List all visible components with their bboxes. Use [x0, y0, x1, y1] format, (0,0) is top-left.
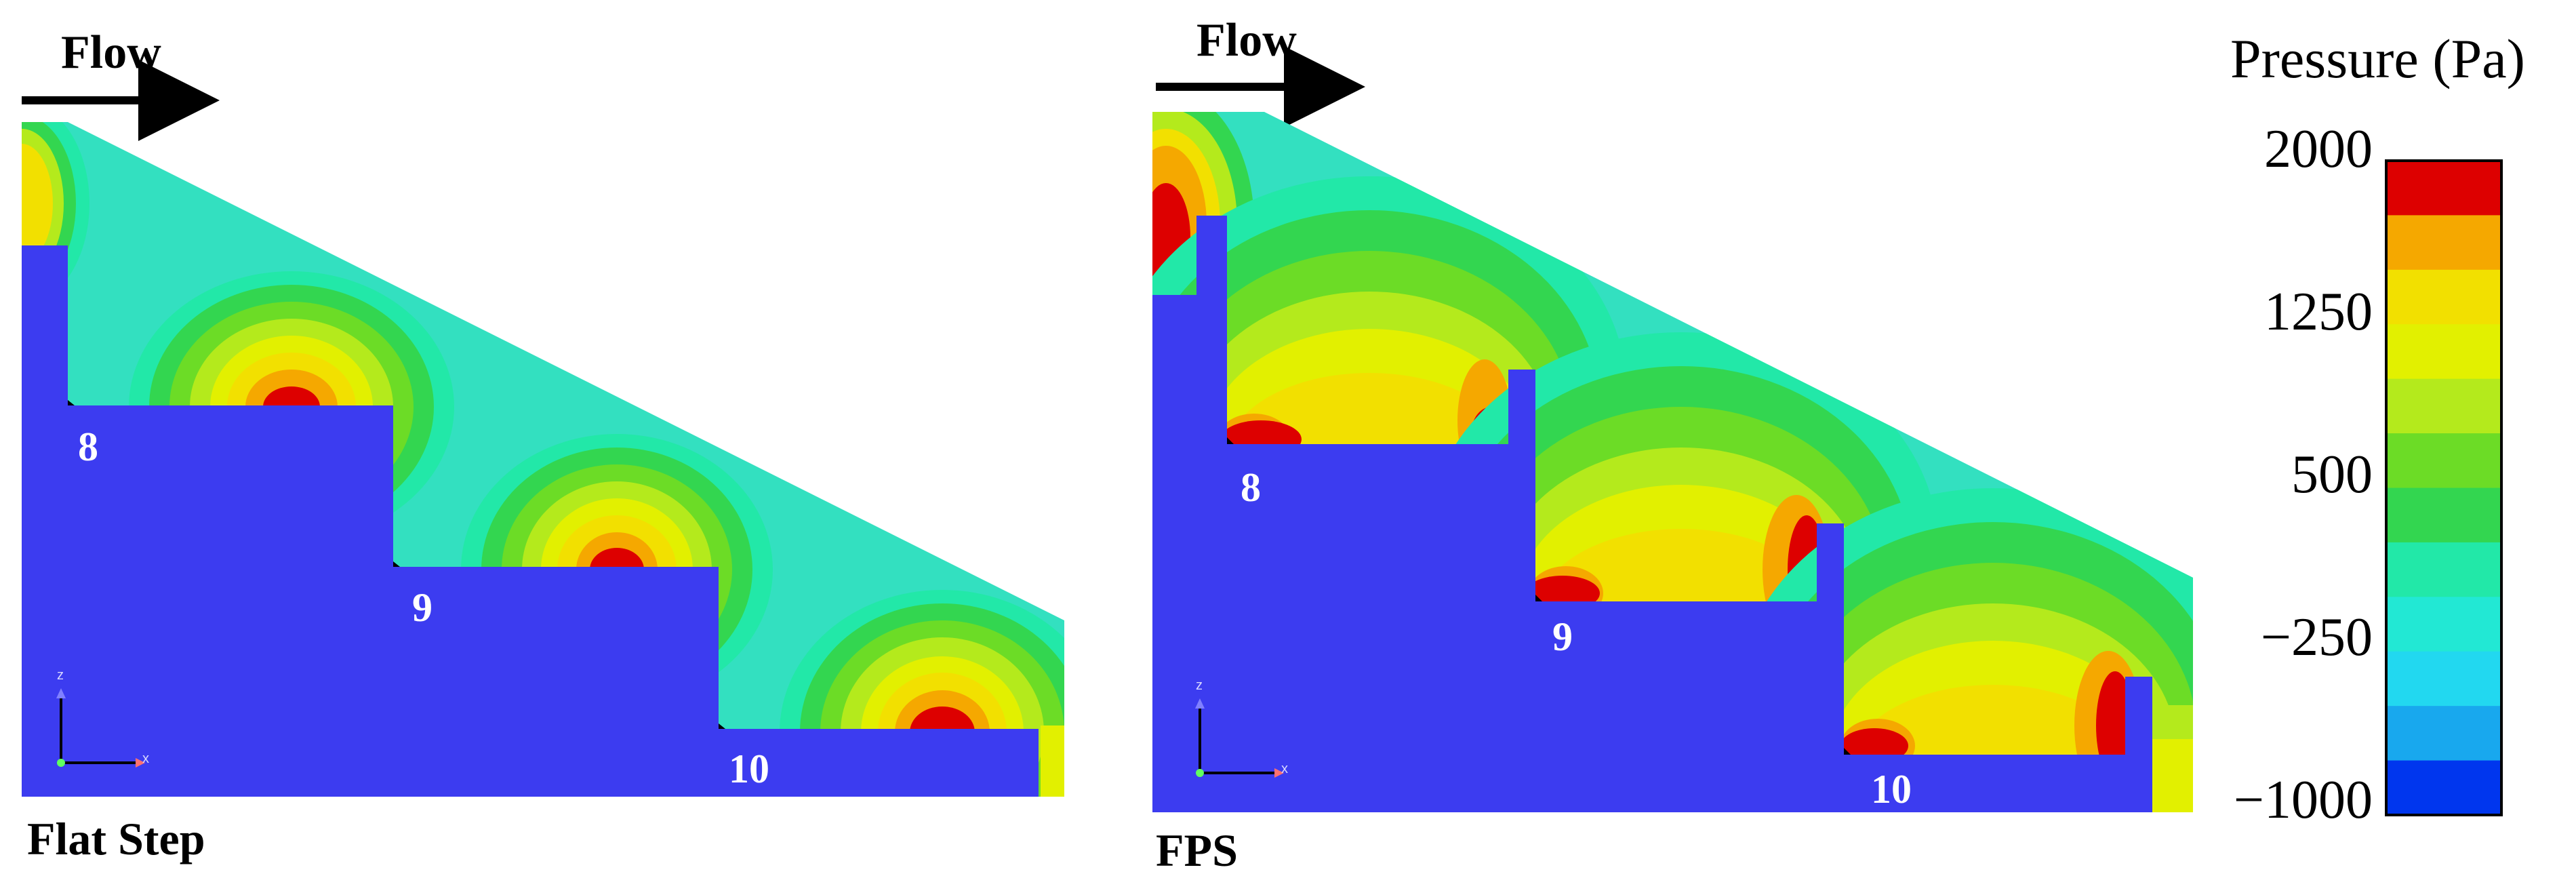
panel-title-fps: FPS: [1156, 824, 1238, 876]
colorbar-band: [2386, 433, 2501, 488]
step-corner-mark: [1535, 595, 1542, 601]
step-corner-mark: [393, 561, 400, 567]
step-corner-mark: [68, 400, 75, 405]
colorbar-band: [2386, 324, 2501, 380]
axis-triad-right: [1195, 698, 1284, 778]
colorbar-band: [2386, 378, 2501, 434]
pressure-cavity-step-10-right: [1735, 488, 2193, 812]
step-label-9-right: 9: [1552, 614, 1573, 659]
colorbar-band: [2386, 269, 2501, 325]
axis-z-label-right: z: [1196, 678, 1203, 693]
colorbar-band: [2386, 215, 2501, 271]
colorbar-band: [2386, 161, 2501, 216]
axis-z-label-left: z: [57, 668, 64, 683]
axis-x-label-left: x: [142, 751, 149, 766]
flat-step-panel: [22, 60, 1064, 797]
colorbar-band: [2386, 488, 2501, 543]
step-corner-mark: [1227, 437, 1234, 444]
colorbar-band: [2386, 651, 2501, 707]
step-label-10-left: 10: [729, 747, 769, 791]
colorbar-band: [2386, 760, 2501, 816]
axis-x-label-right: x: [1281, 761, 1288, 776]
legend-tick-1250: 1250: [2264, 282, 2373, 342]
flow-label-left: Flow: [61, 26, 161, 79]
colorbar-band: [2386, 706, 2501, 761]
step-label-8-right: 8: [1241, 465, 1261, 510]
step-corner-mark: [719, 723, 725, 729]
flat-step-solid: [22, 245, 1039, 797]
colorbar-frame: [2385, 159, 2503, 816]
axis-triad-left: [56, 688, 145, 768]
step-corner-mark: [1844, 748, 1851, 755]
step-label-8-left: 8: [78, 424, 98, 469]
legend-tick-500: 500: [2291, 445, 2373, 504]
legend-tick-minus-1000: −1000: [2233, 770, 2373, 830]
colorbar-band: [2386, 597, 2501, 652]
pressure-colorbar: [2386, 161, 2501, 816]
step-label-9-left: 9: [412, 585, 432, 630]
fps-solid: [1152, 216, 2152, 812]
step-label-10-right: 10: [1871, 767, 1912, 812]
legend-title: Pressure (Pa): [2230, 28, 2525, 90]
legend-tick-2000: 2000: [2264, 119, 2373, 179]
colorbar-band: [2386, 542, 2501, 597]
legend-tick-minus-250: −250: [2260, 608, 2373, 667]
panel-title-flat-step: Flat Step: [27, 813, 205, 864]
flow-label-right: Flow: [1196, 14, 1297, 66]
